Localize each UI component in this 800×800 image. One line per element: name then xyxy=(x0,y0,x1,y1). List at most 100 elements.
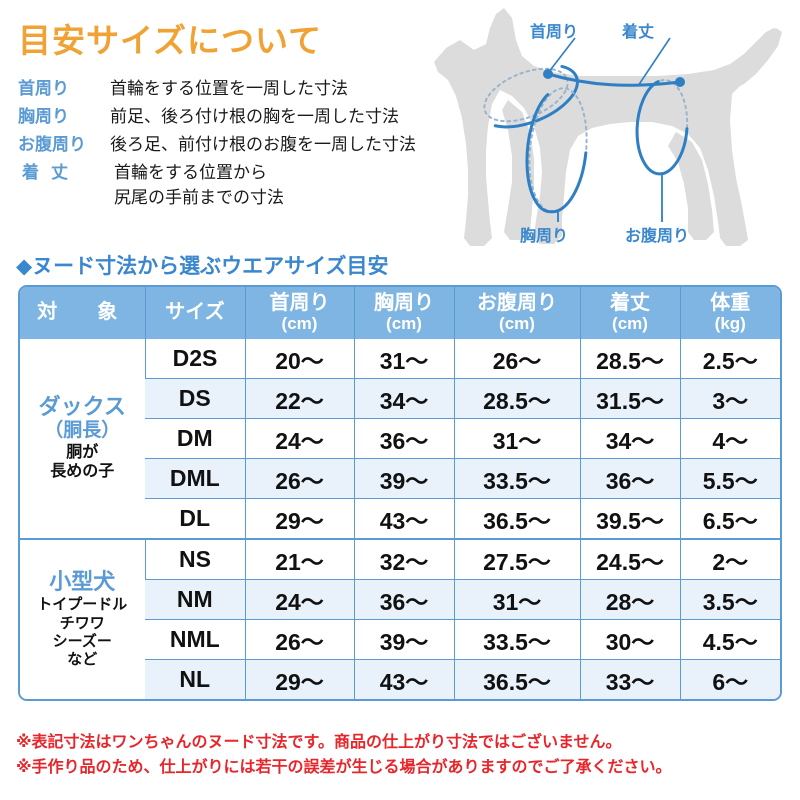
cell-chest: 34〜 xyxy=(353,378,454,419)
cell-size: DS xyxy=(145,378,245,419)
table-row: DL 29〜 43〜 36.5〜 39.5〜 6.5〜 xyxy=(20,498,780,539)
header-row: 対 象 サイズ 首周り (cm) 胸周り (cm) お腹周り (cm) xyxy=(20,287,780,339)
chest-ellipse-visible xyxy=(525,93,588,214)
header-weight-unit: (kg) xyxy=(714,313,746,333)
cell-neck: 29〜 xyxy=(244,498,354,539)
cell-belly: 33.5〜 xyxy=(453,458,580,499)
header-length-unit: (cm) xyxy=(612,313,648,333)
cell-neck: 26〜 xyxy=(244,619,354,660)
footnote-2: ※手作り品のため、仕上がりには若干の誤差が生じる場合がありますのでご了承ください… xyxy=(16,758,672,776)
back-length-line xyxy=(546,72,682,87)
group-main-label: 小型犬 xyxy=(49,568,116,594)
table-row: ダックス （胴長） 胴が 長めの子 D2S 20〜 31〜 26〜 28.5〜 … xyxy=(20,339,780,539)
diagram-label-neck: 首周り xyxy=(530,24,579,41)
cell-belly: 31〜 xyxy=(453,418,580,459)
cell-length: 30〜 xyxy=(579,619,680,660)
header-size-label: サイズ xyxy=(165,301,225,324)
group-cell-dachshund: ダックス （胴長） 胴が 長めの子 xyxy=(20,339,145,539)
header-target: 対 象 xyxy=(20,287,145,339)
definition-desc-belly: 後ろ足、前付け根のお腹を一周した寸法 xyxy=(110,135,416,154)
cell-size: DM xyxy=(145,418,245,459)
cell-size: NML xyxy=(145,619,245,660)
size-table-header: 対 象 サイズ 首周り (cm) 胸周り (cm) お腹周り (cm) xyxy=(20,287,780,339)
group-cell-small-dog: 小型犬 トイプードル チワワ シーズー など xyxy=(20,538,145,699)
page-title: 目安サイズについて xyxy=(18,22,323,59)
cell-length: 33〜 xyxy=(579,659,680,699)
cell-length: 39.5〜 xyxy=(579,498,680,539)
header-neck-label: 首周り xyxy=(269,292,330,315)
dog-measurement-diagram: 首周り 着丈 胸周り お腹周り xyxy=(430,0,800,255)
group-note: 胴が 長めの子 xyxy=(50,443,115,481)
table-row: NL 29〜 43〜 36.5〜 33〜 6〜 xyxy=(20,659,780,699)
cell-belly: 28.5〜 xyxy=(453,378,580,419)
definition-row-length: 着丈 首輪をする位置から 尻尾の手前までの寸法 xyxy=(18,160,448,210)
definition-term-length: 着丈 xyxy=(22,163,80,182)
length-leader-line xyxy=(637,37,671,87)
cell-belly: 26〜 xyxy=(453,339,580,379)
cell-weight: 2〜 xyxy=(679,538,780,580)
size-table: 対 象 サイズ 首周り (cm) 胸周り (cm) お腹周り (cm) xyxy=(20,287,780,699)
cell-chest: 43〜 xyxy=(353,498,454,539)
cell-belly: 27.5〜 xyxy=(453,538,580,580)
cell-neck: 22〜 xyxy=(244,378,354,419)
table-row: DS 22〜 34〜 28.5〜 31.5〜 3〜 xyxy=(20,378,780,419)
footnote-1: ※表記寸法はワンちゃんのヌード寸法です。商品の仕上がり寸法ではございません。 xyxy=(16,734,622,751)
cell-weight: 3.5〜 xyxy=(679,579,780,620)
back-length-start-dot xyxy=(543,69,553,79)
definition-term-chest: 胸周り xyxy=(18,107,69,126)
dog-tail-shape xyxy=(736,28,782,88)
header-size: サイズ xyxy=(144,287,245,339)
dog-silhouette-icon xyxy=(434,8,782,246)
belly-ellipse-visible xyxy=(635,80,689,176)
size-table-body: ダックス （胴長） 胴が 長めの子 D2S 20〜 31〜 26〜 28.5〜 … xyxy=(20,339,780,699)
definition-row-belly: お腹周り 後ろ足、前付け根のお腹を一周した寸法 xyxy=(18,132,448,157)
cell-weight: 4〜 xyxy=(679,418,780,459)
cell-weight: 6〜 xyxy=(679,659,780,699)
header-target-label: 対 象 xyxy=(37,301,128,324)
cell-size: NS xyxy=(144,538,245,580)
back-length-end-dot xyxy=(675,77,685,87)
cell-neck: 21〜 xyxy=(244,538,354,580)
cell-chest: 39〜 xyxy=(353,458,454,499)
definition-term-belly: お腹周り xyxy=(18,135,86,154)
group-sub-label: （胴長） xyxy=(44,419,121,441)
header-belly-unit: (cm) xyxy=(499,313,535,333)
table-row: DML 26〜 39〜 33.5〜 36〜 5.5〜 xyxy=(20,458,780,499)
header-neck-unit: (cm) xyxy=(281,313,318,333)
diagram-label-belly: お腹周り xyxy=(625,228,690,245)
definition-row-neck: 首周り 首輪をする位置を一周した寸法 xyxy=(18,76,448,101)
cell-chest: 31〜 xyxy=(353,339,454,379)
header-belly: お腹周り (cm) xyxy=(453,287,580,339)
cell-weight: 6.5〜 xyxy=(679,498,780,539)
diagram-label-chest: 胸周り xyxy=(520,228,569,245)
cell-weight: 5.5〜 xyxy=(679,458,780,499)
footnotes: ※表記寸法はワンちゃんのヌード寸法です。商品の仕上がり寸法ではございません。 ※… xyxy=(16,731,796,781)
definition-row-chest: 胸周り 前足、後ろ付け根の胸を一周した寸法 xyxy=(18,104,448,129)
neck-ellipse-visible xyxy=(493,64,579,129)
size-table-container: 対 象 サイズ 首周り (cm) 胸周り (cm) お腹周り (cm) xyxy=(18,285,782,701)
cell-size: DL xyxy=(145,498,245,539)
header-weight: 体重 (kg) xyxy=(679,287,780,339)
cell-size: DML xyxy=(145,458,245,499)
table-row: 小型犬 トイプードル チワワ シーズー など NS 21〜 32〜 27.5〜 … xyxy=(20,538,780,699)
cell-length: 34〜 xyxy=(579,418,680,459)
header-length-label: 着丈 xyxy=(610,292,650,315)
neck-leader-line xyxy=(547,37,576,74)
cell-size: NM xyxy=(145,579,245,620)
cell-length: 28.5〜 xyxy=(579,339,680,379)
measurement-definitions: 首周り 首輪をする位置を一周した寸法 胸周り 前足、後ろ付け根の胸を一周した寸法… xyxy=(18,76,448,213)
cell-neck: 24〜 xyxy=(244,418,354,459)
cell-weight: 3〜 xyxy=(679,378,780,419)
diagram-label-length: 着丈 xyxy=(622,24,655,41)
definition-desc-chest: 前足、後ろ付け根の胸を一周した寸法 xyxy=(110,107,399,126)
cell-chest: 36〜 xyxy=(353,418,454,459)
header-neck: 首周り (cm) xyxy=(244,287,354,339)
header-length: 着丈 (cm) xyxy=(579,287,680,339)
cell-length: 36〜 xyxy=(579,458,680,499)
group-main-label: ダックス xyxy=(38,394,126,420)
cell-belly: 33.5〜 xyxy=(453,619,580,660)
cell-size: D2S xyxy=(144,339,245,379)
cell-length: 28〜 xyxy=(579,579,680,620)
cell-belly: 31〜 xyxy=(453,579,580,620)
cell-weight: 4.5〜 xyxy=(679,619,780,660)
